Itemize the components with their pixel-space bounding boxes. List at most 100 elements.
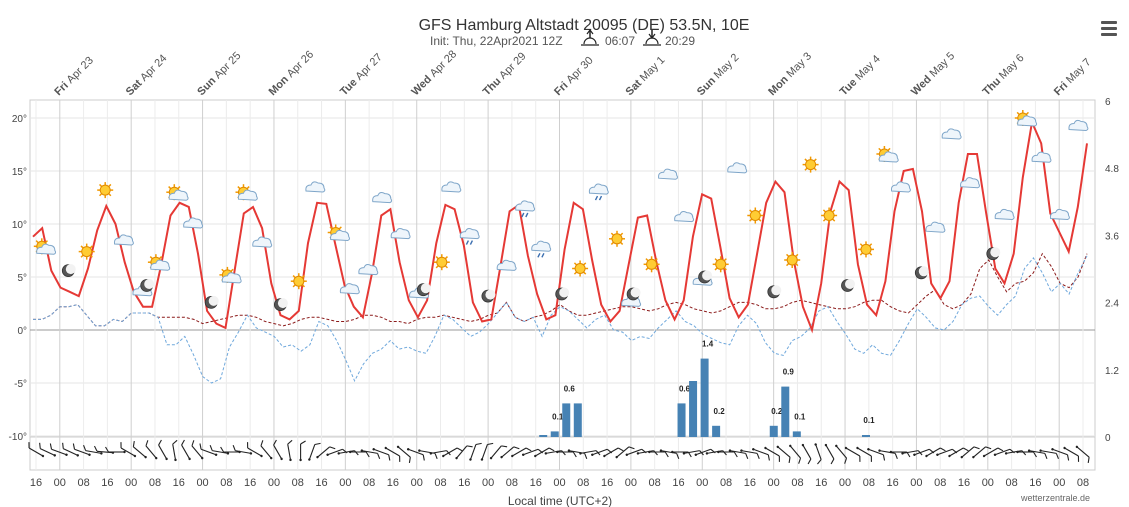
wind-tip bbox=[349, 450, 352, 454]
menu-button[interactable] bbox=[1097, 18, 1121, 38]
wind-tip bbox=[856, 446, 859, 450]
wind-feather bbox=[756, 453, 760, 460]
day-label-text: Sat May 1 bbox=[624, 54, 668, 98]
y-tick-right: 3.6 bbox=[1105, 231, 1119, 242]
x-tick-label: 08 bbox=[1077, 477, 1089, 489]
sun-ray bbox=[301, 284, 305, 288]
x-tick-label: 16 bbox=[887, 477, 899, 489]
wind-barb bbox=[1075, 445, 1090, 463]
wind-tip bbox=[299, 458, 302, 462]
wind-feather bbox=[894, 453, 898, 460]
wind-tip bbox=[1027, 449, 1031, 452]
wind-feather bbox=[733, 451, 738, 458]
sun-ray bbox=[583, 262, 587, 266]
x-tick-label: 00 bbox=[768, 477, 780, 489]
cloud-shape bbox=[183, 217, 204, 229]
wind-tip bbox=[752, 448, 755, 451]
wind-shaft bbox=[789, 445, 801, 459]
y-tick-left: -5° bbox=[14, 379, 27, 390]
day-label-text: Fri May 7 bbox=[1052, 56, 1094, 98]
sun-ray bbox=[878, 147, 882, 151]
moon-shade bbox=[277, 298, 288, 309]
wind-barb bbox=[316, 446, 336, 459]
wind-tip bbox=[636, 452, 640, 455]
wind-tip bbox=[960, 455, 963, 459]
wind-barb bbox=[349, 450, 370, 458]
cloud-shape bbox=[150, 259, 171, 271]
cloud-icon bbox=[658, 168, 678, 180]
wind-barb bbox=[62, 442, 79, 457]
sun-ray bbox=[714, 267, 718, 271]
wind-shaft bbox=[949, 447, 964, 457]
wind-tip bbox=[372, 448, 375, 451]
init-time: Init: Thu, 22Apr2021 12Z bbox=[430, 34, 563, 48]
sun-disc bbox=[860, 243, 872, 255]
wind-barb bbox=[694, 448, 716, 456]
sun-cloud-icon bbox=[1014, 110, 1038, 127]
wind-shaft bbox=[158, 444, 168, 460]
sun-disc bbox=[646, 258, 658, 270]
sun-icon bbox=[784, 252, 801, 268]
wind-shaft bbox=[373, 448, 389, 456]
x-tick-label: 00 bbox=[125, 477, 137, 489]
sun-ray bbox=[645, 267, 649, 271]
cloud-shape bbox=[168, 189, 189, 201]
wind-feather bbox=[778, 455, 780, 462]
wind-tip bbox=[901, 452, 904, 455]
wind-tip bbox=[889, 450, 893, 454]
cloud-icon bbox=[674, 210, 695, 223]
wind-tip bbox=[406, 448, 410, 451]
wind-feather bbox=[985, 446, 992, 450]
wind-barb bbox=[158, 439, 168, 461]
precip-label: 0.9 bbox=[783, 368, 795, 377]
sun-ray bbox=[714, 258, 718, 262]
moon-shade bbox=[144, 279, 155, 289]
wind-tip bbox=[1075, 445, 1079, 449]
wind-shaft bbox=[40, 448, 55, 456]
wind-shaft bbox=[456, 445, 468, 459]
wind-feather bbox=[191, 440, 195, 447]
wind-feather bbox=[628, 446, 635, 450]
wind-shaft bbox=[260, 445, 272, 459]
cloud-icon bbox=[960, 177, 980, 189]
wind-tip bbox=[489, 456, 493, 460]
precip-bar bbox=[700, 358, 709, 437]
wind-tip bbox=[1004, 452, 1008, 455]
wind-feather bbox=[105, 446, 109, 453]
wind-barb bbox=[172, 439, 178, 462]
sun-ray bbox=[804, 167, 808, 171]
sun-ray bbox=[859, 252, 863, 256]
wind-shaft bbox=[815, 444, 822, 460]
wind-feather bbox=[158, 439, 162, 446]
wind-shaft bbox=[308, 444, 316, 460]
wind-tip bbox=[226, 452, 230, 455]
wind-shaft bbox=[534, 447, 550, 457]
sun-ray bbox=[444, 256, 448, 260]
cloud-icon bbox=[994, 208, 1015, 221]
moon-icon bbox=[273, 298, 288, 312]
wind-barb bbox=[232, 444, 253, 455]
wind-feather bbox=[49, 443, 53, 450]
wind-feather bbox=[232, 444, 236, 451]
wind-barb bbox=[191, 440, 204, 460]
y-tick-left: 5° bbox=[17, 273, 27, 284]
wind-tip bbox=[603, 454, 606, 458]
sun-icon bbox=[858, 241, 874, 258]
wind-tip bbox=[249, 452, 253, 455]
x-axis-ticks: 16 00 08 16 00 08 16 00 08 16 00 08 16 00 08 16 00 08 16 00… bbox=[30, 477, 1089, 489]
x-tick-label: 00 bbox=[268, 477, 280, 489]
wind-tip bbox=[188, 457, 191, 461]
wind-feather bbox=[940, 447, 946, 452]
wind-shaft bbox=[706, 450, 723, 454]
wind-shaft bbox=[994, 448, 1011, 456]
wind-tip bbox=[682, 452, 686, 455]
sun-ray bbox=[610, 241, 614, 245]
moon-shade bbox=[702, 270, 713, 281]
wind-shaft bbox=[442, 447, 458, 457]
wind-feather bbox=[653, 450, 658, 456]
wind-shaft bbox=[592, 448, 608, 456]
x-tick-label: 00 bbox=[1053, 477, 1065, 489]
wind-feather bbox=[329, 446, 336, 450]
rain-drop bbox=[525, 212, 529, 218]
